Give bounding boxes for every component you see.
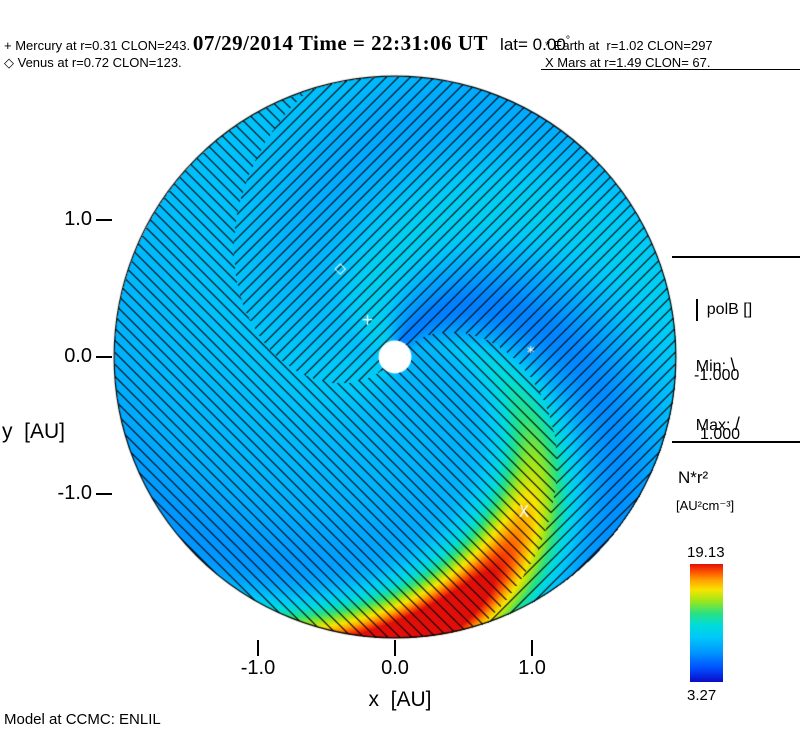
x-tick-label: 0.0 (381, 657, 409, 679)
annotation-earth: * Earth at r=1.02 CLON=297 (545, 38, 713, 53)
colorbar-units: [AU²cm⁻³] (676, 498, 735, 513)
plot-datetime: 07/29/2014 Time = 22:31:06 UT (192, 31, 489, 55)
model-credit: Model at CCMC: ENLIL (4, 711, 161, 728)
y-tick-label: -1.0 (57, 482, 92, 504)
colorbar-quantity: N*r² (678, 468, 709, 487)
polb-label: polB [] (706, 301, 753, 319)
y-axis-tick (96, 219, 112, 221)
legend-divider-bottom (672, 441, 800, 443)
positive-hatch-icon: / (734, 414, 740, 434)
degree-symbol: ° (565, 34, 571, 47)
negative-hatch-icon: \ (730, 355, 736, 375)
x-axis-tick (257, 640, 259, 656)
min-label: Min: (695, 358, 727, 375)
colorbar-min: 3.27 (687, 687, 717, 704)
heliosphere-density-map (112, 74, 678, 640)
polarity-max-value: 1.000 (700, 426, 741, 443)
x-axis-tick (531, 640, 533, 656)
x-axis-label: x [AU] (368, 688, 432, 711)
latitude-text: lat= 0.00 (500, 35, 566, 54)
y-tick-label: 0.0 (64, 345, 92, 367)
x-axis-tick (394, 640, 396, 656)
colorbar-max: 19.13 (687, 544, 725, 561)
polarity-legend-title: polB [] (678, 281, 752, 339)
annotation-mars: X Mars at r=1.49 CLON= 67. (545, 55, 711, 70)
x-tick-label: 1.0 (518, 657, 546, 679)
polarity-min-row: Min: \ (678, 337, 736, 394)
line-sample-icon (695, 299, 698, 321)
annotation-venus: ◇ Venus at r=0.72 CLON=123. (4, 55, 182, 70)
y-axis-tick (96, 356, 112, 358)
y-axis-tick (96, 493, 112, 495)
polarity-max-row: Max: / (678, 396, 740, 453)
polarity-min-value: -1.000 (694, 367, 740, 384)
top-right-divider (541, 69, 800, 70)
legend-divider-top (672, 256, 800, 258)
annotation-mercury: + Mercury at r=0.31 CLON=243. (4, 38, 191, 53)
page-title: 07/29/2014 Time = 22:31:06 UT lat= 0.00° (40, 6, 700, 81)
plot-latitude: lat= 0.00° (500, 34, 571, 54)
y-tick-label: 1.0 (64, 208, 92, 230)
y-axis-label: y [AU] (2, 420, 66, 443)
colorbar-gradient (690, 564, 723, 682)
x-tick-label: -1.0 (240, 657, 276, 679)
max-label: Max: (695, 417, 731, 434)
